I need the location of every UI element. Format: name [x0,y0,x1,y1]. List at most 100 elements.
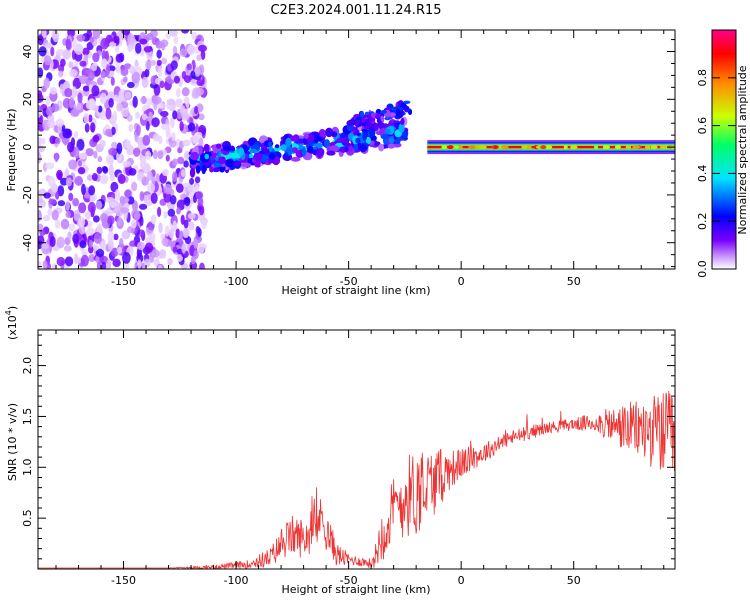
heatmap-blob [113,233,119,241]
heatmap-blob [127,43,133,52]
heatmap-blob [97,155,103,163]
heatmap-blob [65,38,72,50]
heatmap-blob [447,145,454,150]
heatmap-blob [116,151,122,163]
heatmap-blob [362,131,368,141]
heatmap-blob [113,35,120,44]
heatmap-blob [146,32,154,41]
y-tick-label: -20 [21,186,34,204]
heatmap-blob [184,196,191,207]
heatmap-blob [64,87,73,98]
heatmap-blob [171,131,176,142]
heatmap-blob [120,207,130,214]
spectrogram-panel: -150 -100 -50 0 50 -40 -20 0 20 40 Height of stra… [5,29,676,297]
heatmap-blob [68,159,78,170]
heatmap-blob [169,195,177,205]
heatmap-blob [398,123,405,133]
heatmap-blob [132,96,138,108]
heatmap-blob [76,34,86,42]
heatmap-blob [269,153,276,160]
heatmap-blob [141,176,150,186]
heatmap-blob [110,76,115,86]
heatmap-blob [99,255,109,265]
heatmap-blob [493,145,498,150]
heatmap-blob [146,97,151,110]
heatmap-blob [374,141,381,146]
heatmap-blob [92,52,100,63]
heatmap-blob [38,261,42,269]
heatmap-blob [172,45,178,56]
heatmap-blob [44,55,52,66]
heatmap-blob [212,167,221,173]
heatmap-blob [594,145,599,150]
heatmap-blob [38,194,43,204]
heatmap-blob [267,141,273,147]
heatmap-blob [51,209,59,221]
spectrogram-frame [37,29,676,270]
heatmap-blob [292,134,300,142]
heatmap-blob [380,110,387,114]
snr-ticks: -150 -100 -50 0 50 0.5 1.0 1.5 2.0 [21,330,675,587]
heatmap-blob [77,92,83,104]
heatmap-blob [58,70,64,78]
heatmap-blob [130,219,137,229]
heatmap-blob [56,169,63,180]
heatmap-blob [38,223,44,231]
heatmap-blob [48,198,57,205]
x-tick-label: 0 [458,574,465,587]
heatmap-blob [359,110,365,118]
heatmap-blob [190,70,196,79]
heatmap-blob [199,262,205,269]
heatmap-blob [92,244,100,251]
heatmap-blob [45,162,55,170]
heatmap-blob [171,171,178,182]
heatmap-blob [181,243,187,254]
heatmap-blob [133,211,141,221]
heatmap-blob [384,128,391,134]
heatmap-blob [99,139,106,148]
heatmap-blob [131,181,138,192]
heatmap-blob [570,145,578,150]
heatmap-blob [161,237,169,247]
heatmap-blob [95,200,103,210]
heatmap-blob [170,60,178,70]
heatmap-blob [180,214,185,225]
heatmap-blob [353,143,359,151]
heatmap-blob [42,260,48,269]
heatmap-blob [52,30,60,43]
heatmap-blob [132,147,141,157]
heatmap-blob [78,216,86,228]
heatmap-blob [139,216,144,227]
heatmap-blob [51,263,58,269]
heatmap-blob [69,97,75,109]
heatmap-blob [93,232,102,244]
x-tick-label: -150 [111,574,136,587]
heatmap-blob [71,86,77,98]
heatmap-blob [162,169,169,177]
heatmap-blob [87,201,96,214]
heatmap-blob [151,176,156,186]
heatmap-blob [182,139,191,147]
heatmap-blob [384,116,391,121]
snr-scale-text: (x104) [4,306,19,340]
heatmap-blob [152,149,158,160]
heatmap-blob [196,54,202,61]
heatmap-blob [141,113,148,121]
heatmap-blob [134,111,141,119]
heatmap-blob [479,145,487,150]
heatmap-blob [521,145,528,150]
heatmap-blob [173,35,179,44]
heatmap-blob [106,196,115,204]
heatmap-blob [222,145,232,152]
heatmap-blob [158,222,163,234]
heatmap-blob [172,110,178,120]
spectrogram-heatmap [38,30,675,269]
snr-scale-label: (x104) [4,306,19,340]
heatmap-blob [108,164,114,177]
heatmap-blob [224,158,235,168]
heatmap-blob [632,145,641,150]
heatmap-blob [218,156,226,165]
heatmap-blob [56,236,65,249]
heatmap-blob [148,111,153,120]
heatmap-blob [198,44,207,52]
